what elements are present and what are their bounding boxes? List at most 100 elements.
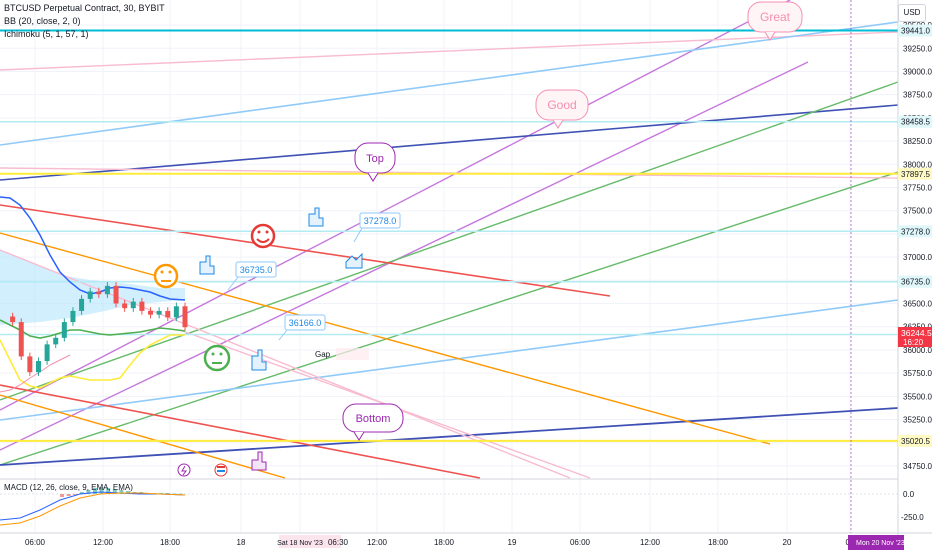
trendline-pink-mid	[0, 249, 571, 479]
hand-pointer-icon	[251, 451, 267, 471]
candle-body	[44, 344, 50, 362]
candle-body	[173, 306, 179, 318]
level-tag	[898, 167, 932, 180]
macd-histogram-bar	[178, 493, 183, 494]
note-great-label: Great	[760, 10, 791, 24]
trendline-blue-mid	[0, 299, 899, 421]
price-axis[interactable]: 39500.039250.039000.038750.038500.038250…	[903, 21, 932, 471]
candle-body	[61, 322, 67, 338]
time-axis-tick: 06:30	[328, 538, 349, 547]
candle-body	[96, 291, 102, 295]
candle-body	[130, 301, 136, 309]
price-axis-tick: 37750.0	[903, 183, 932, 192]
hand-pointer-icons	[199, 207, 363, 471]
countdown-value: 16:20	[903, 338, 924, 347]
trendline-pink-top	[0, 31, 899, 71]
level-tag-label: 36735.0	[901, 278, 930, 287]
time-axis-tick: Mon 20 Nov '23	[856, 540, 905, 547]
time-axis-tick: 12:00	[93, 538, 114, 547]
time-axis-tick: 18:00	[708, 538, 729, 547]
symbol-title: BTCUSD Perpetual Contract, 30, BYBIT	[4, 3, 165, 13]
base-line	[0, 319, 186, 339]
callout-37278[interactable]: 37278.0	[353, 212, 401, 243]
note-good[interactable]: Good	[535, 89, 589, 129]
macd-histogram-bar	[165, 493, 170, 494]
time-axis-tick: 06:00	[25, 538, 46, 547]
callout-36166[interactable]: 36166.0	[278, 314, 326, 341]
callout-37278-label: 37278.0	[364, 216, 397, 226]
trendline-purple-upper	[0, 0, 791, 411]
ichimoku-indicator-label[interactable]: Ichimoku (5, 1, 57, 1)	[4, 29, 89, 39]
note-gap[interactable]: Gap	[315, 348, 369, 360]
macd-histogram-bar	[106, 488, 111, 494]
candle-body	[53, 337, 59, 345]
level-tag-label: 39441.0	[901, 27, 930, 36]
level-tag-label: 37278.0	[901, 227, 930, 236]
level-tag	[898, 275, 932, 288]
macd-histogram-bar	[79, 492, 84, 494]
candle-body	[139, 301, 145, 311]
currency-button[interactable]: USD	[898, 4, 926, 22]
trendline-purple-lower	[0, 61, 809, 451]
time-axis-tick: 12:00	[367, 538, 388, 547]
note-great[interactable]: Great	[747, 1, 803, 41]
level-tag-label: 38458.5	[901, 118, 930, 127]
macd-histogram-bar	[112, 489, 117, 494]
note-top[interactable]: Top	[354, 142, 396, 182]
level-tag	[898, 434, 932, 447]
candle-body	[104, 285, 110, 295]
event-icons	[177, 463, 228, 477]
note-top-label: Top	[366, 153, 384, 165]
price-axis-tick: 38250.0	[903, 137, 932, 146]
level-tag	[898, 225, 932, 238]
price-axis-tick: 37000.0	[903, 253, 932, 262]
macd-histogram-bar	[73, 494, 78, 495]
smiley-neutral-orange-icon	[153, 263, 179, 289]
candle-body	[70, 310, 76, 323]
trendline-navy-bottom	[0, 407, 899, 466]
time-axis-tick: Sat 18 Nov '23	[277, 540, 323, 547]
lightning-event-icon	[177, 463, 191, 477]
price-axis-tick: 38750.0	[903, 91, 932, 100]
macd-pane	[0, 487, 898, 497]
hand-pointer-icon	[199, 255, 215, 275]
horizontal-levels	[0, 29, 898, 442]
callout-36735[interactable]: 36735.0	[227, 261, 277, 291]
trend-lines	[0, 0, 899, 479]
time-axis-tick: 18:00	[434, 538, 455, 547]
macd-histogram-bar	[99, 487, 104, 494]
candle-body	[35, 361, 41, 373]
candle-body	[148, 310, 154, 315]
macd-signal-line	[0, 492, 186, 526]
macd-axis-zero: 0.0	[903, 490, 915, 499]
candle-body	[156, 310, 162, 315]
note-gap-label: Gap	[315, 350, 331, 359]
macd-indicator-label[interactable]: MACD (12, 26, close, 9, EMA, EMA)	[4, 483, 133, 492]
price-axis-tick: 36000.0	[903, 346, 932, 355]
price-axis-tick: 39250.0	[903, 44, 932, 53]
callout-36735-label: 36735.0	[240, 265, 273, 275]
callout-36166-label: 36166.0	[289, 318, 322, 328]
time-axis[interactable]: 06:00 12:00 18:00 18 Sat 18 Nov '23 06:30 12:0…	[25, 535, 905, 550]
time-axis-tick: 12:00	[640, 538, 661, 547]
macd-histogram-bar	[86, 490, 91, 494]
hand-pointer-icon	[251, 349, 267, 371]
candle-body	[18, 322, 24, 357]
conversion-line	[0, 334, 185, 389]
time-cursor-tag	[848, 535, 904, 550]
hand-pointer-icon	[308, 207, 324, 227]
bb-indicator-label[interactable]: BB (20, close, 2, 0)	[4, 16, 81, 26]
macd-histogram-bar	[66, 494, 71, 496]
macd-line	[0, 491, 186, 521]
smiley-happy-icon	[250, 223, 276, 249]
note-bottom[interactable]: Bottom	[342, 403, 404, 441]
note-bottom-label: Bottom	[356, 413, 391, 425]
time-axis-tick: 06:00	[570, 538, 591, 547]
note-good-label: Good	[547, 98, 576, 112]
trendline-blue-top	[0, 21, 899, 146]
price-axis-tick: 38000.0	[903, 160, 932, 169]
price-axis-tick: 36500.0	[903, 300, 932, 309]
trendline-green-lower	[0, 171, 899, 466]
candle-body	[122, 303, 128, 309]
